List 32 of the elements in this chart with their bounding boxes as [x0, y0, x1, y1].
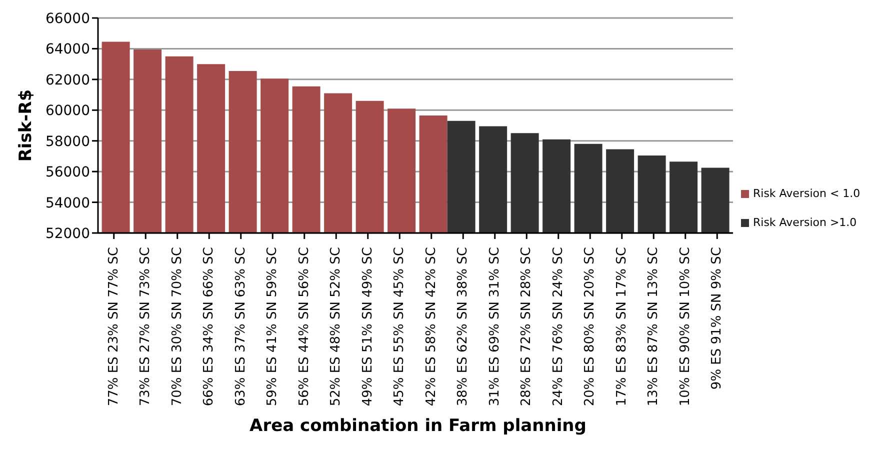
x-tick-label: 13% ES 87% SN 13% SC: [646, 247, 662, 406]
x-tick-label: 66% ES 34% SN 66% SC: [202, 247, 217, 406]
x-tick-label: 56% ES 44% SN 56% SC: [296, 247, 312, 406]
x-tick-label: 45% ES 55% SN 45% SC: [392, 247, 408, 406]
y-tick-label: 56000: [45, 164, 90, 181]
x-tick-label: 38% ES 62% SN 38% SC: [456, 247, 471, 406]
y-tick-label: 66000: [45, 10, 90, 27]
y-tick-label: 52000: [45, 226, 90, 242]
y-tick-label: 58000: [45, 134, 90, 150]
x-tick-label: 20% ES 80% SN 20% SC: [582, 247, 598, 406]
y-tick-label: 64000: [45, 42, 90, 58]
x-tick-label: 17% ES 83% SN 17% SC: [614, 247, 630, 406]
x-axis-title: Area combination in Farm planning: [248, 416, 588, 436]
legend-label: Risk Aversion >1.0: [753, 216, 857, 229]
y-tick-label: 60000: [45, 103, 90, 120]
x-tick-label: 42% ES 58% SN 42% SC: [424, 247, 439, 406]
y-axis-title: Risk-R$: [16, 89, 36, 162]
x-tick-label: 49% ES 51% SN 49% SC: [360, 247, 376, 406]
x-tick-label: 77% ES 23% SN 77% SC: [106, 247, 122, 406]
x-tick-label: 63% ES 37% SN 63% SC: [233, 247, 248, 406]
x-tick-label: 73% ES 27% SN 73% SC: [138, 247, 154, 406]
x-tick-label: 70% ES 30% SN 70% SC: [170, 247, 185, 406]
x-tick-label: 52% ES 48% SN 52% SC: [328, 247, 344, 406]
x-tick-label: 59% ES 41% SN 59% SC: [265, 247, 280, 406]
x-tick-label: 9% ES 91% SN 9% SC: [710, 247, 725, 390]
x-tick-label: 31% ES 69% SN 31% SC: [487, 247, 502, 406]
y-tick-label: 62000: [45, 72, 90, 88]
y-tick-label: 54000: [45, 195, 90, 212]
legend-label: Risk Aversion < 1.0: [753, 187, 860, 200]
x-tick-label: 24% ES 76% SN 24% SC: [550, 247, 566, 406]
x-tick-label: 10% ES 90% SN 10% SC: [678, 247, 693, 406]
x-tick-label: 28% ES 72% SN 28% SC: [519, 247, 534, 406]
